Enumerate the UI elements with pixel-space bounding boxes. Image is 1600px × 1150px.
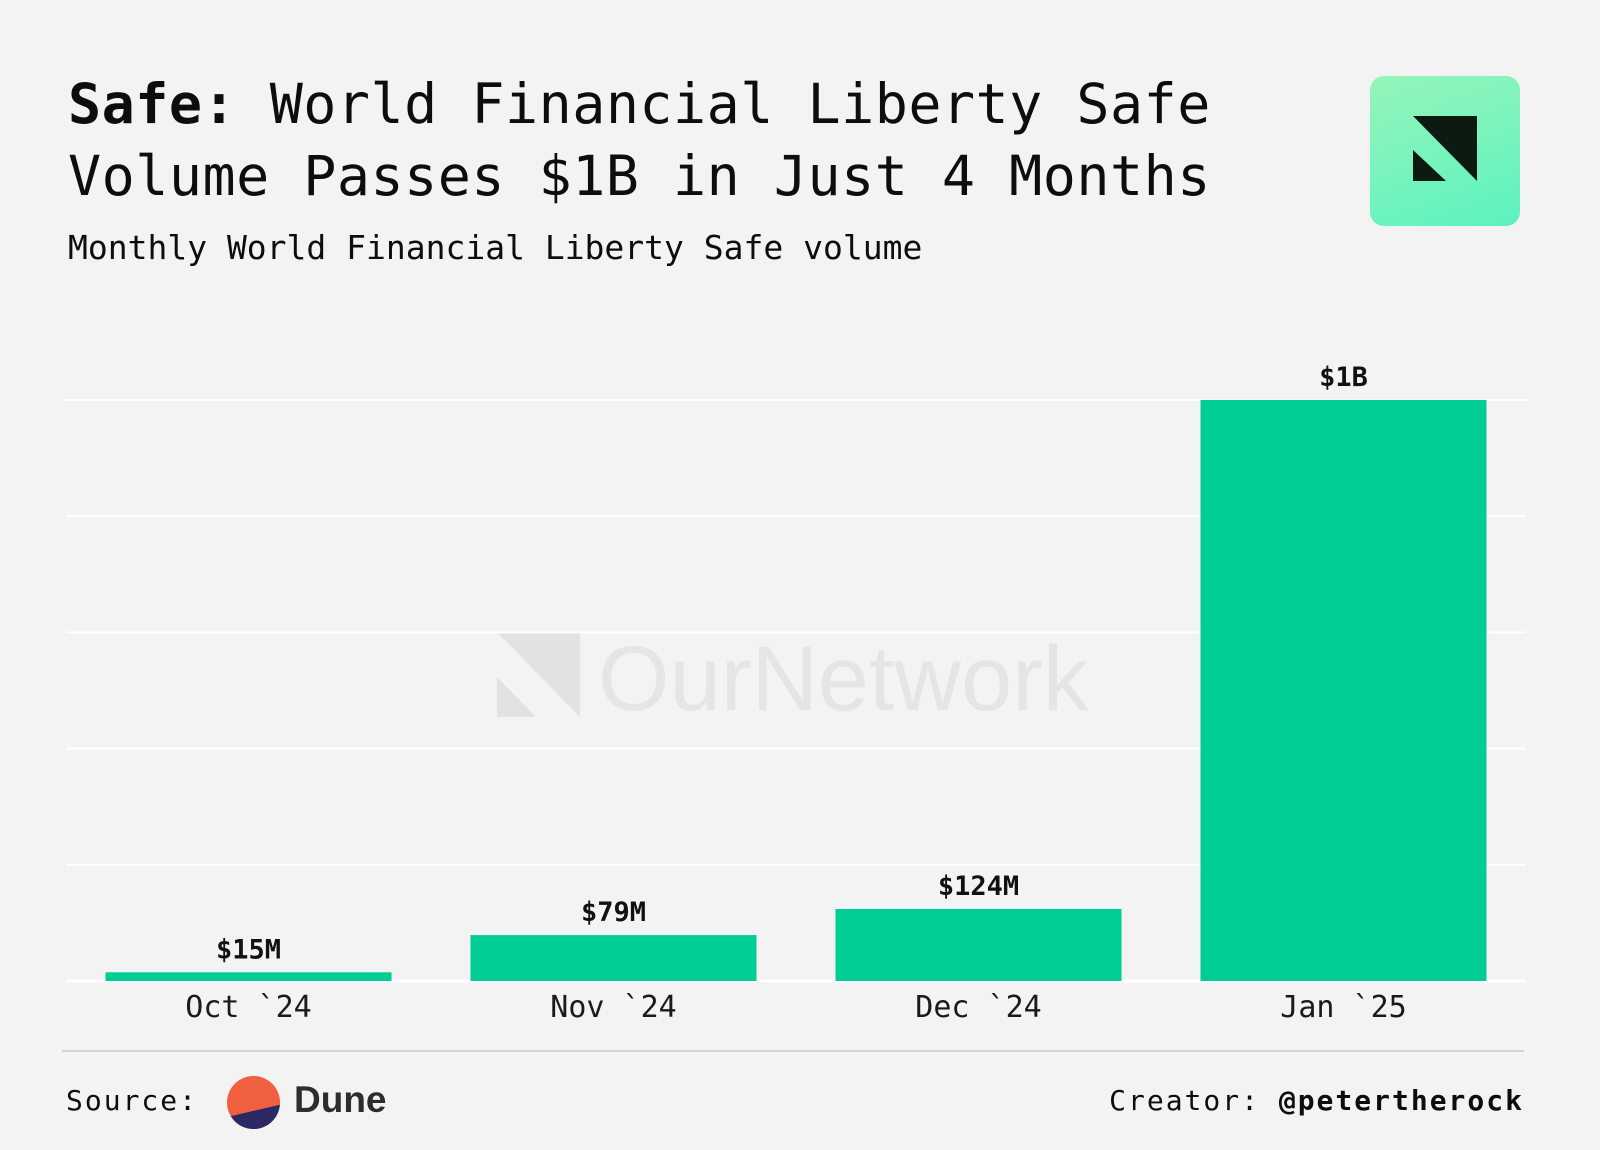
- bar-oct-24: [105, 972, 392, 981]
- source-name: Dune: [294, 1079, 387, 1120]
- data-label: $1B: [1319, 362, 1368, 393]
- ournetwork-logo-mark: [1413, 116, 1477, 181]
- data-label: $124M: [938, 871, 1019, 902]
- x-tick-label: Dec `24: [915, 990, 1041, 1025]
- x-tick-label: Nov `24: [550, 990, 676, 1025]
- bar-dec-24: [835, 908, 1122, 981]
- bar-chart: OurNetwork $15M $79M $124M $1B Oct `24 Nov `…: [66, 362, 1526, 1025]
- ournetwork-logo-icon: [1370, 76, 1520, 226]
- data-label: $15M: [216, 934, 281, 965]
- creator-label: Creator:: [1109, 1084, 1260, 1117]
- watermark-text: OurNetwork: [598, 628, 1090, 730]
- footer-divider: [62, 1050, 1524, 1052]
- x-axis-ticks: Oct `24 Nov `24 Dec `24 Jan `25: [185, 990, 1406, 1025]
- data-label: $79M: [581, 897, 646, 928]
- chart-title-lead: Safe:: [68, 72, 237, 136]
- source-label: Source:: [66, 1084, 199, 1117]
- x-tick-label: Oct `24: [185, 990, 311, 1025]
- bar-nov-24: [470, 935, 757, 981]
- watermark-logo-icon: [497, 632, 580, 717]
- bar-jan-25: [1200, 400, 1487, 981]
- chart-subtitle: Monthly World Financial Liberty Safe vol…: [68, 228, 923, 267]
- watermark: OurNetwork: [497, 628, 1090, 730]
- x-tick-label: Jan `25: [1280, 990, 1406, 1025]
- data-labels: $15M $79M $124M $1B: [216, 362, 1368, 965]
- creator-credit: Creator: @petertherock: [1109, 1084, 1524, 1117]
- chart-title-rest: World Financial Liberty Safe Volume Pass…: [68, 72, 1211, 208]
- bars: [105, 400, 1487, 981]
- watermark-logo-icon-corner: [497, 677, 536, 717]
- chart-title: Safe: World Financial Liberty Safe Volum…: [68, 68, 1348, 212]
- dune-logo-icon: [226, 1075, 281, 1130]
- creator-handle: @petertherock: [1278, 1084, 1524, 1117]
